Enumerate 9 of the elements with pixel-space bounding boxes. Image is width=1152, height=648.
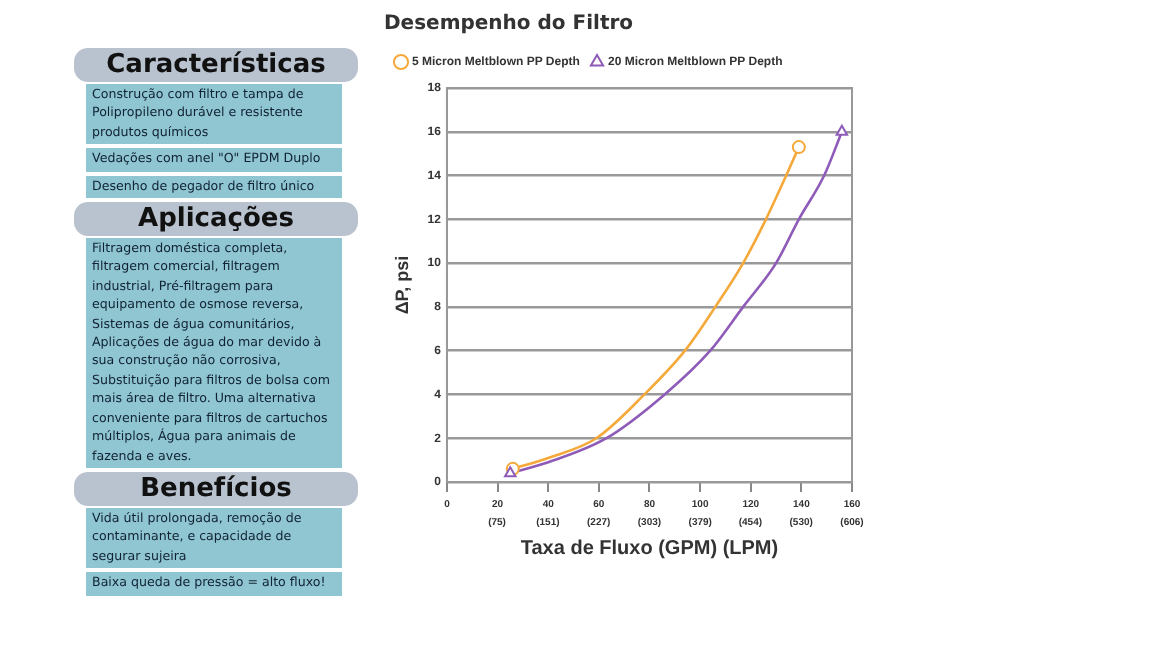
chart-title: Desempenho do Filtro [384,13,634,36]
point [504,466,517,478]
text: Benefícios [74,471,358,506]
text: Características [74,48,358,82]
text: Aplicações [74,202,358,237]
point [835,124,849,136]
x-axis-title: Taxa de Fluxo (GPM) (LPM) [520,537,779,560]
point [791,140,806,155]
y-axis-title: ΔP, psi [391,255,412,315]
